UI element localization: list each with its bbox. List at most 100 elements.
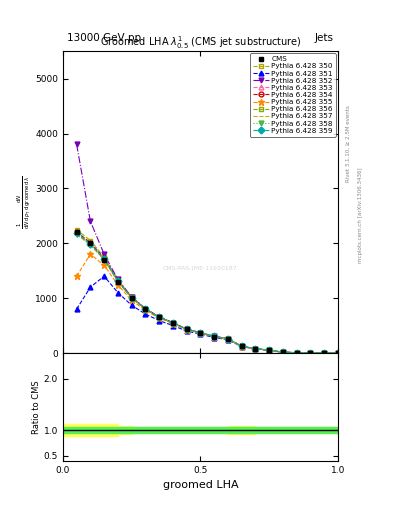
CMS xyxy=(336,350,340,356)
Pythia 6.428 350 xyxy=(143,306,148,312)
Pythia 6.428 353 xyxy=(253,346,258,352)
Pythia 6.428 351 xyxy=(336,350,340,356)
Legend: CMS, Pythia 6.428 350, Pythia 6.428 351, Pythia 6.428 352, Pythia 6.428 353, Pyt: CMS, Pythia 6.428 350, Pythia 6.428 351,… xyxy=(250,53,336,137)
Pythia 6.428 351 xyxy=(239,344,244,350)
Pythia 6.428 359 xyxy=(116,278,120,284)
Pythia 6.428 352 xyxy=(157,314,162,320)
Pythia 6.428 354 xyxy=(322,350,327,356)
Pythia 6.428 358 xyxy=(74,231,79,237)
Pythia 6.428 353 xyxy=(74,229,79,236)
Line: CMS: CMS xyxy=(74,230,340,355)
Pythia 6.428 356 xyxy=(184,326,189,332)
Pythia 6.428 353 xyxy=(281,349,285,355)
Pythia 6.428 352 xyxy=(212,333,217,339)
Pythia 6.428 351 xyxy=(143,311,148,317)
Pythia 6.428 351 xyxy=(116,290,120,296)
Line: Pythia 6.428 354: Pythia 6.428 354 xyxy=(74,229,340,355)
Pythia 6.428 357 xyxy=(184,326,189,332)
Pythia 6.428 357 xyxy=(74,231,79,238)
Pythia 6.428 355 xyxy=(129,297,134,304)
Pythia 6.428 350 xyxy=(226,335,230,342)
Pythia 6.428 356 xyxy=(88,241,93,247)
Line: Pythia 6.428 358: Pythia 6.428 358 xyxy=(74,231,340,355)
Pythia 6.428 351 xyxy=(74,306,79,312)
Pythia 6.428 359 xyxy=(336,350,340,356)
Pythia 6.428 355 xyxy=(226,336,230,342)
Pythia 6.428 358 xyxy=(239,344,244,350)
Pythia 6.428 350 xyxy=(74,226,79,232)
Pythia 6.428 357 xyxy=(239,344,244,350)
Pythia 6.428 354 xyxy=(143,306,148,312)
Pythia 6.428 355 xyxy=(239,344,244,350)
Pythia 6.428 353 xyxy=(129,294,134,301)
Pythia 6.428 351 xyxy=(184,328,189,334)
CMS xyxy=(74,229,79,236)
Pythia 6.428 356 xyxy=(226,336,230,342)
Text: Jets: Jets xyxy=(315,33,334,44)
Pythia 6.428 356 xyxy=(157,314,162,321)
Pythia 6.428 352 xyxy=(102,251,107,258)
Pythia 6.428 359 xyxy=(74,230,79,236)
Pythia 6.428 354 xyxy=(198,330,203,336)
Line: Pythia 6.428 353: Pythia 6.428 353 xyxy=(74,230,340,355)
Pythia 6.428 358 xyxy=(226,336,230,342)
Pythia 6.428 350 xyxy=(281,349,285,355)
Pythia 6.428 356 xyxy=(294,350,299,356)
CMS xyxy=(294,350,299,356)
CMS xyxy=(184,326,189,332)
Pythia 6.428 358 xyxy=(171,320,175,326)
Pythia 6.428 356 xyxy=(322,350,327,356)
Pythia 6.428 355 xyxy=(212,334,217,340)
Pythia 6.428 353 xyxy=(336,350,340,356)
Pythia 6.428 354 xyxy=(129,294,134,301)
Pythia 6.428 357 xyxy=(212,333,217,339)
Pythia 6.428 352 xyxy=(198,330,203,336)
Pythia 6.428 357 xyxy=(143,306,148,312)
Pythia 6.428 353 xyxy=(226,335,230,342)
Pythia 6.428 352 xyxy=(129,294,134,300)
Pythia 6.428 359 xyxy=(226,336,230,342)
Pythia 6.428 357 xyxy=(267,347,272,353)
Pythia 6.428 352 xyxy=(267,347,272,353)
CMS xyxy=(281,349,285,355)
Pythia 6.428 353 xyxy=(198,330,203,336)
Pythia 6.428 350 xyxy=(294,350,299,356)
Pythia 6.428 354 xyxy=(88,240,93,246)
Pythia 6.428 353 xyxy=(308,350,313,356)
Pythia 6.428 358 xyxy=(281,349,285,355)
Pythia 6.428 350 xyxy=(308,350,313,356)
Pythia 6.428 358 xyxy=(143,306,148,312)
Line: Pythia 6.428 359: Pythia 6.428 359 xyxy=(74,230,340,355)
Pythia 6.428 352 xyxy=(308,350,313,356)
Pythia 6.428 355 xyxy=(116,282,120,288)
CMS xyxy=(143,306,148,312)
Pythia 6.428 350 xyxy=(116,277,120,283)
CMS xyxy=(253,346,258,352)
Pythia 6.428 351 xyxy=(171,323,175,329)
Pythia 6.428 356 xyxy=(336,350,340,356)
Pythia 6.428 353 xyxy=(116,278,120,284)
Pythia 6.428 356 xyxy=(308,350,313,356)
Pythia 6.428 358 xyxy=(294,350,299,356)
Pythia 6.428 355 xyxy=(253,346,258,352)
Pythia 6.428 352 xyxy=(88,218,93,224)
Pythia 6.428 351 xyxy=(198,331,203,337)
Pythia 6.428 353 xyxy=(294,350,299,356)
Pythia 6.428 350 xyxy=(157,314,162,320)
Pythia 6.428 358 xyxy=(212,333,217,339)
Pythia 6.428 354 xyxy=(267,347,272,353)
Pythia 6.428 354 xyxy=(157,314,162,320)
Pythia 6.428 359 xyxy=(171,320,175,326)
CMS xyxy=(88,240,93,246)
Pythia 6.428 359 xyxy=(198,330,203,336)
Pythia 6.428 356 xyxy=(267,347,272,353)
Text: Rivet 3.1.10, ≥ 2.5M events: Rivet 3.1.10, ≥ 2.5M events xyxy=(346,105,351,182)
Pythia 6.428 359 xyxy=(129,295,134,301)
Pythia 6.428 356 xyxy=(281,349,285,355)
Pythia 6.428 355 xyxy=(198,330,203,336)
Pythia 6.428 354 xyxy=(74,229,79,235)
Pythia 6.428 357 xyxy=(308,350,313,356)
CMS xyxy=(116,279,120,285)
Pythia 6.428 356 xyxy=(253,346,258,352)
Pythia 6.428 351 xyxy=(281,349,285,355)
